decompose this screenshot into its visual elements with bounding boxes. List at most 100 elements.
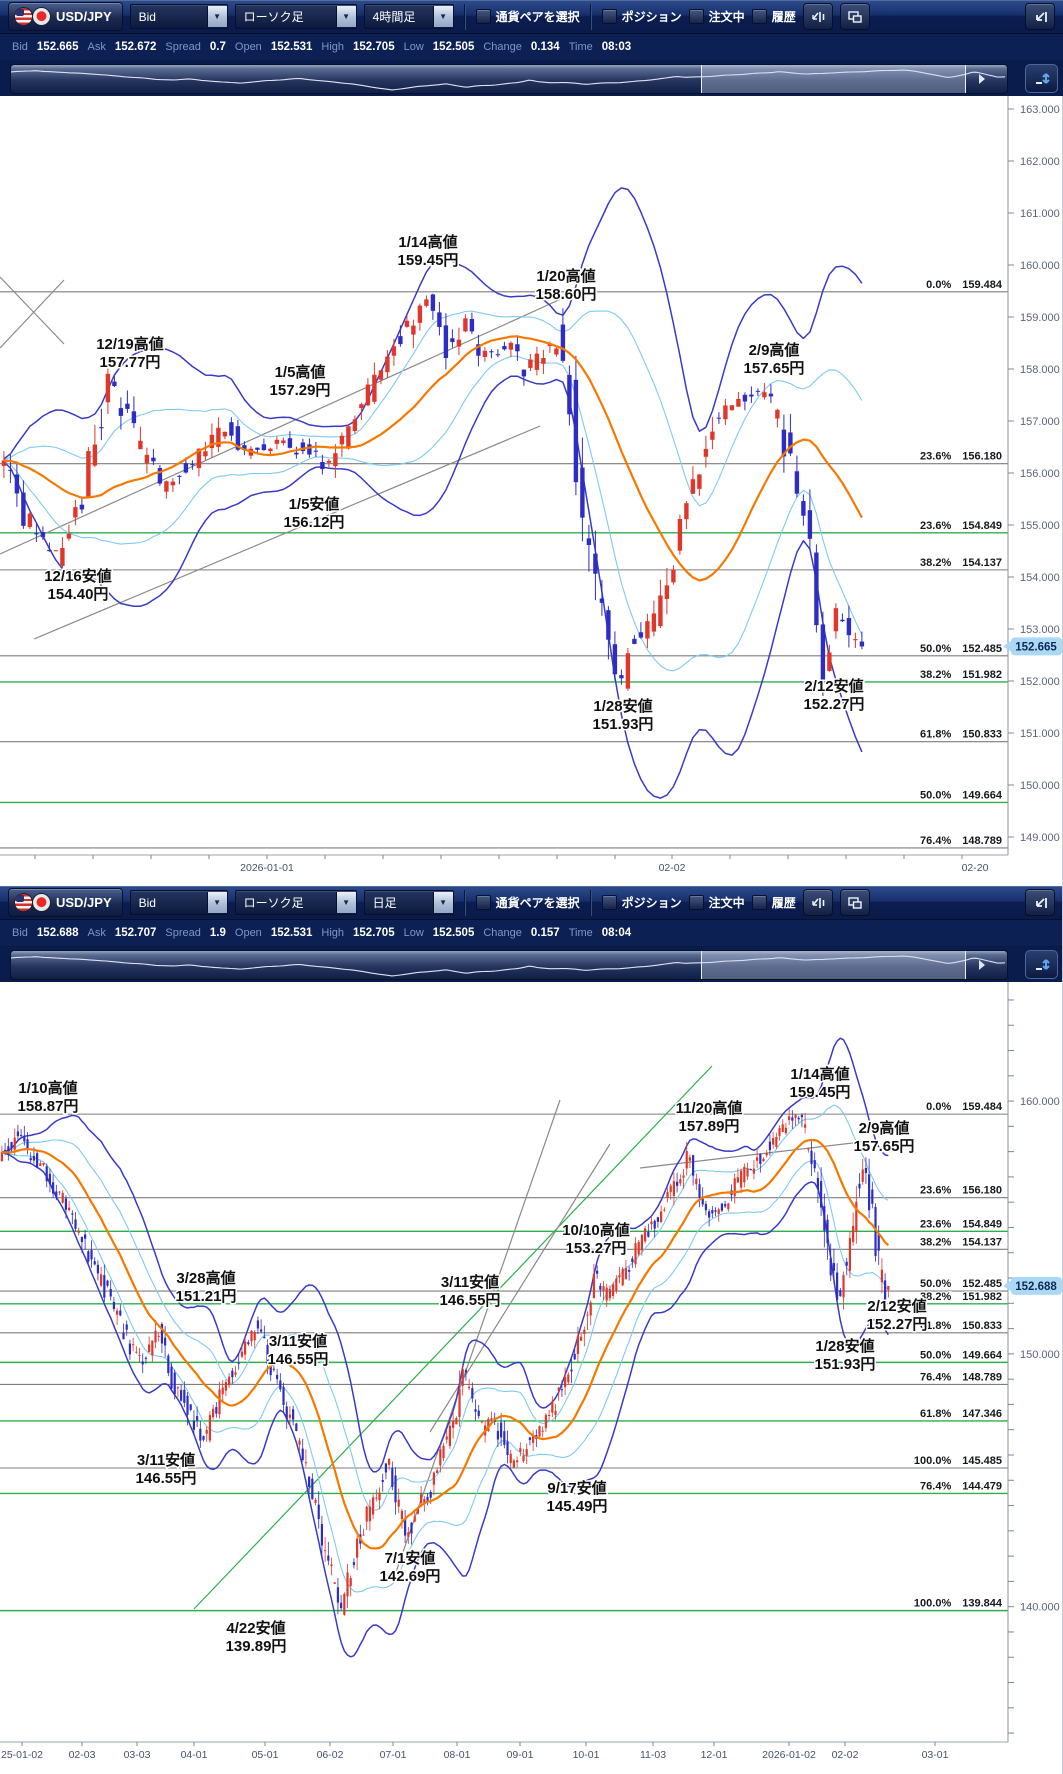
chart-panel-daily: USD/JPY Bid ローソク足 日足 通貨ペアを選択 ポジション 注文中 bbox=[0, 886, 1063, 1774]
position-checkbox[interactable]: ポジション bbox=[601, 894, 682, 911]
svg-text:100.0% 139.844: 100.0% 139.844 bbox=[914, 1598, 1003, 1610]
quote-label: Spread bbox=[165, 41, 201, 53]
open-orders-checkbox[interactable]: 注文中 bbox=[688, 8, 745, 25]
quote-value: 152.705 bbox=[353, 927, 395, 939]
svg-text:158.000: 158.000 bbox=[1020, 364, 1060, 376]
svg-text:50.0% 149.664: 50.0% 149.664 bbox=[920, 789, 1003, 801]
quote-label: Bid bbox=[12, 41, 28, 53]
chevron-down-icon[interactable] bbox=[335, 6, 356, 27]
quote-value: 152.705 bbox=[353, 41, 395, 53]
quote-value: 1.9 bbox=[209, 927, 226, 939]
layout-icon bbox=[848, 896, 862, 909]
quote-label: Open bbox=[234, 41, 262, 53]
navigator-selection[interactable] bbox=[701, 65, 966, 93]
svg-text:152.665: 152.665 bbox=[1015, 641, 1057, 653]
checkbox-icon[interactable] bbox=[475, 9, 491, 24]
quote-value: 152.688 bbox=[36, 927, 79, 939]
navigator bbox=[0, 61, 1063, 96]
checkbox-icon[interactable] bbox=[751, 895, 767, 910]
collapse-button[interactable] bbox=[1025, 3, 1055, 30]
order-panel-button[interactable] bbox=[802, 889, 833, 916]
chevron-down-icon[interactable] bbox=[335, 892, 356, 913]
chevron-down-icon[interactable] bbox=[206, 6, 227, 27]
svg-text:156.000: 156.000 bbox=[1020, 468, 1060, 480]
checkbox-icon[interactable] bbox=[688, 9, 704, 24]
open-orders-checkbox[interactable]: 注文中 bbox=[688, 894, 745, 911]
quote-label: Change bbox=[483, 927, 522, 939]
svg-text:02-02: 02-02 bbox=[659, 862, 686, 874]
timeframe-value: 日足 bbox=[372, 896, 397, 910]
checkbox-icon[interactable] bbox=[751, 9, 767, 24]
quote-bar: Bid 152.688 Ask 152.707 Spread 1.9 Open 152.531… bbox=[0, 920, 1063, 947]
svg-text:25-01-02: 25-01-02 bbox=[1, 1749, 43, 1761]
chevron-down-icon[interactable] bbox=[432, 6, 453, 27]
svg-text:155.000: 155.000 bbox=[1020, 520, 1060, 532]
chevron-down-icon[interactable] bbox=[206, 892, 227, 913]
nav-resize-button[interactable] bbox=[1025, 950, 1058, 979]
position-checkbox[interactable]: ポジション bbox=[601, 8, 682, 25]
quote-value: 0.134 bbox=[530, 41, 560, 53]
quote-label: Open bbox=[234, 927, 262, 939]
divider bbox=[463, 889, 466, 916]
svg-text:07-01: 07-01 bbox=[380, 1749, 407, 1761]
svg-text:08-01: 08-01 bbox=[444, 1749, 471, 1761]
svg-text:04-01: 04-01 bbox=[181, 1749, 208, 1761]
select-pair-checkbox[interactable]: 通貨ペアを選択 bbox=[475, 894, 580, 911]
navigator-strip[interactable] bbox=[10, 950, 1008, 980]
quote-value: 152.505 bbox=[432, 927, 475, 939]
chart-type-select[interactable]: ローソク足 bbox=[234, 890, 357, 915]
price-type-select[interactable]: Bid bbox=[129, 4, 228, 29]
history-checkbox[interactable]: 履歴 bbox=[751, 894, 796, 911]
chart-type-select[interactable]: ローソク足 bbox=[234, 4, 357, 29]
order-panel-button[interactable] bbox=[802, 3, 833, 30]
quote-label: High bbox=[321, 41, 345, 53]
svg-text:140.000: 140.000 bbox=[1020, 1602, 1060, 1614]
candlestick-chart-daily[interactable]: 0.0% 159.484 23.6% 156.180 23.6% 154.849 38… bbox=[0, 982, 1063, 1767]
navigator-arrow-icon[interactable] bbox=[979, 960, 985, 970]
svg-text:50.0% 152.485: 50.0% 152.485 bbox=[920, 643, 1002, 655]
price-type-select[interactable]: Bid bbox=[129, 890, 228, 915]
select-pair-checkbox[interactable]: 通貨ペアを選択 bbox=[475, 8, 580, 25]
navigator-selection[interactable] bbox=[701, 951, 966, 979]
history-checkbox[interactable]: 履歴 bbox=[751, 8, 796, 25]
svg-text:61.8% 150.833: 61.8% 150.833 bbox=[920, 729, 1002, 741]
navigator-strip[interactable] bbox=[10, 64, 1008, 94]
quote-value: 0.157 bbox=[530, 927, 560, 939]
svg-text:03-03: 03-03 bbox=[124, 1749, 151, 1761]
resize-icon bbox=[1035, 959, 1050, 970]
panel-layout-button[interactable] bbox=[839, 3, 870, 30]
chevron-down-icon[interactable] bbox=[432, 892, 453, 913]
svg-text:23.6% 156.180: 23.6% 156.180 bbox=[920, 1185, 1002, 1197]
checkbox-icon[interactable] bbox=[475, 895, 491, 910]
quote-value: 152.672 bbox=[114, 41, 157, 53]
panel-layout-button[interactable] bbox=[839, 889, 870, 916]
navigator-arrow-icon[interactable] bbox=[979, 74, 985, 84]
candlestick-chart-4h[interactable]: 0.0% 159.484 23.6% 156.180 23.6% 154.849 38… bbox=[0, 96, 1063, 880]
quote-label: Low bbox=[403, 927, 424, 939]
checkbox-icon[interactable] bbox=[601, 895, 617, 910]
nav-resize-button[interactable] bbox=[1025, 64, 1058, 93]
collapse-button[interactable] bbox=[1025, 889, 1055, 916]
currency-pair-button[interactable]: USD/JPY bbox=[8, 888, 123, 917]
checkbox-icon[interactable] bbox=[601, 9, 617, 24]
checkbox-icon[interactable] bbox=[688, 895, 704, 910]
svg-text:152.000: 152.000 bbox=[1020, 676, 1060, 688]
quote-bar: Bid 152.665 Ask 152.672 Spread 0.7 Open 152.531… bbox=[0, 34, 1063, 61]
quote-label: Ask bbox=[87, 927, 106, 939]
quote-label: Time bbox=[568, 41, 593, 53]
svg-text:2026-01-02: 2026-01-02 bbox=[762, 1749, 816, 1761]
timeframe-select[interactable]: 4時間足 bbox=[363, 4, 454, 29]
timeframe-select[interactable]: 日足 bbox=[363, 890, 454, 915]
collapse-arrow-icon bbox=[1035, 11, 1047, 22]
currency-pair-button[interactable]: USD/JPY bbox=[8, 2, 123, 31]
svg-text:38.2% 151.982: 38.2% 151.982 bbox=[920, 1291, 1002, 1303]
quote-value: 0.7 bbox=[209, 41, 226, 53]
svg-text:38.2% 154.137: 38.2% 154.137 bbox=[920, 1236, 1002, 1248]
